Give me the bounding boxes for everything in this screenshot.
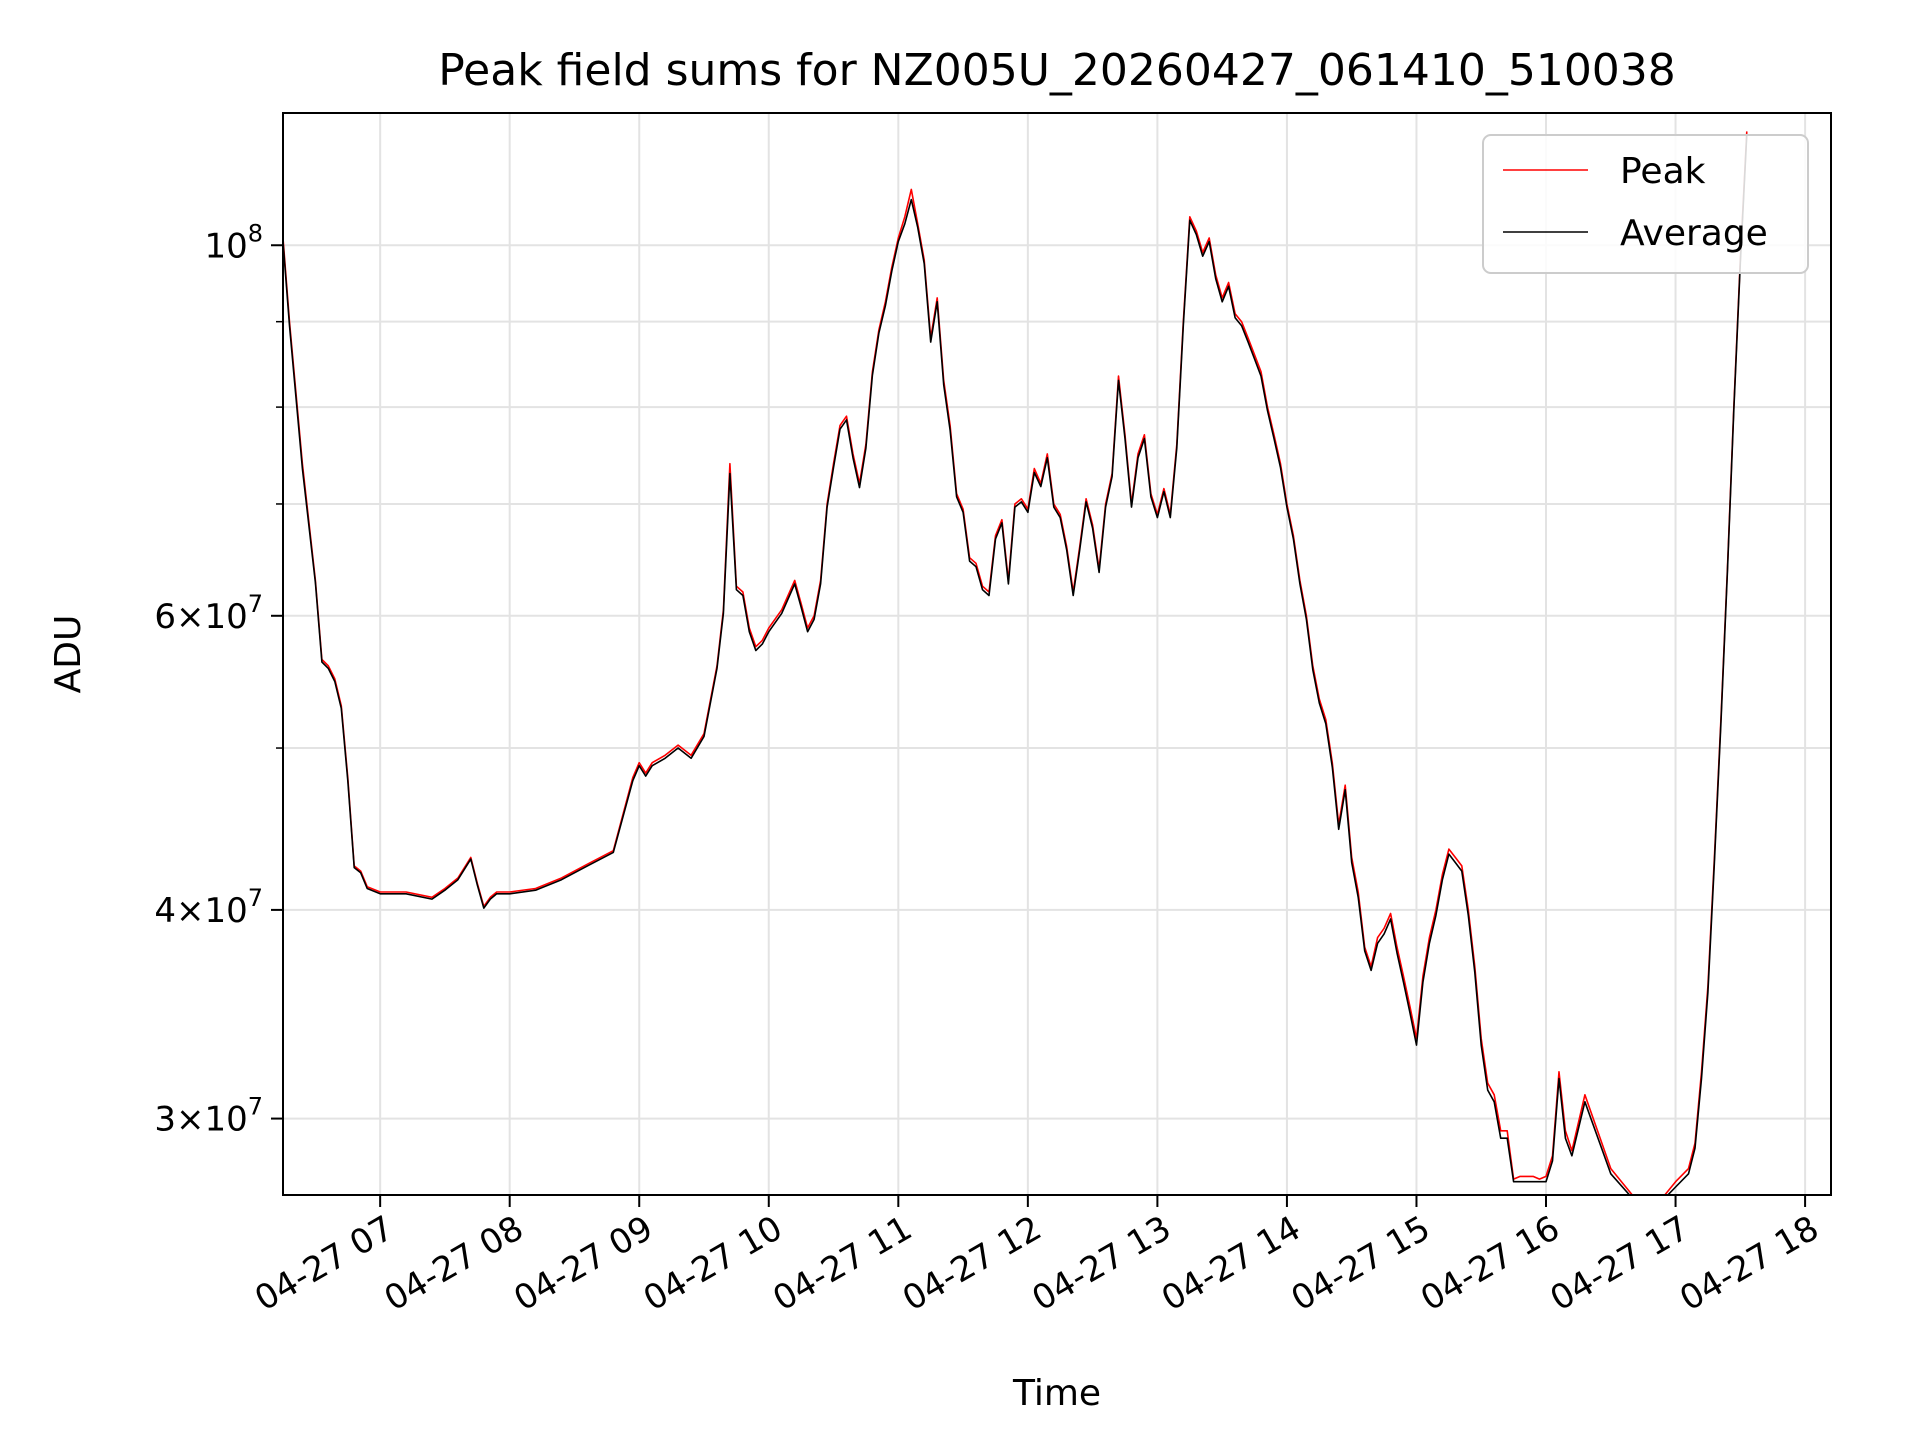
legend: Peak Average: [1482, 134, 1809, 274]
y-tick-exponent: 7: [248, 884, 263, 912]
y-tick-exponent: 7: [248, 1093, 263, 1121]
legend-peak-label: Peak: [1620, 151, 1706, 192]
y-tick-label: 3×107: [154, 1093, 263, 1140]
chart-title: Peak field sums for NZ005U_20260427_0614…: [438, 45, 1676, 96]
series-layer: [283, 131, 1748, 1195]
y-tick-label: 4×107: [154, 884, 263, 931]
y-axis-label: ADU: [48, 615, 89, 694]
y-tick-mantissa: 6: [154, 597, 176, 637]
series-line-average: [283, 134, 1748, 1195]
y-tick-label: 6×107: [154, 590, 263, 637]
grid: [283, 113, 1831, 1195]
y-tick-exponent: 7: [248, 590, 263, 618]
x-axis-label: Time: [1012, 1373, 1101, 1414]
y-axis: 108 6×107 4×107 3×107: [154, 219, 283, 1140]
legend-average-label: Average: [1620, 213, 1768, 254]
y-tick-mantissa: 4: [154, 891, 176, 931]
y-tick-exponent: 8: [248, 219, 263, 247]
y-tick-mantissa: 3: [154, 1100, 176, 1140]
y-tick-label: 108: [204, 219, 263, 266]
plot-frame: [282, 112, 1832, 1196]
